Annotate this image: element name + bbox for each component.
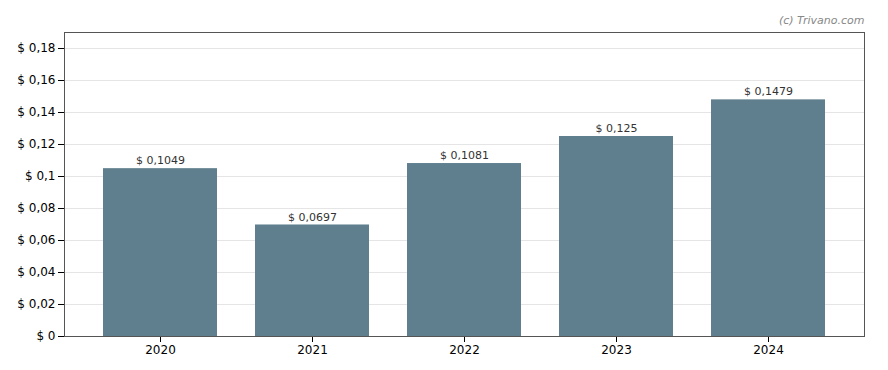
svg-text:$ 0,02: $ 0,02: [17, 297, 55, 311]
svg-text:$ 0,1049: $ 0,1049: [136, 154, 185, 167]
svg-text:$ 0,1479: $ 0,1479: [744, 85, 793, 98]
svg-text:$ 0,08: $ 0,08: [17, 201, 55, 215]
svg-text:2021: 2021: [297, 343, 328, 357]
svg-text:$ 0,12: $ 0,12: [17, 137, 55, 151]
svg-text:2024: 2024: [753, 343, 784, 357]
svg-text:$ 0,18: $ 0,18: [17, 41, 55, 55]
svg-text:2023: 2023: [601, 343, 632, 357]
svg-text:$ 0,16: $ 0,16: [17, 73, 55, 87]
svg-text:$ 0,1: $ 0,1: [25, 169, 56, 183]
svg-text:$ 0,04: $ 0,04: [17, 265, 55, 279]
svg-text:2020: 2020: [145, 343, 176, 357]
svg-text:$ 0,0697: $ 0,0697: [288, 211, 337, 224]
svg-text:$ 0,125: $ 0,125: [596, 122, 638, 135]
svg-text:$ 0: $ 0: [36, 329, 55, 343]
svg-text:$ 0,06: $ 0,06: [17, 233, 55, 247]
svg-text:(c) Trivano.com: (c) Trivano.com: [779, 14, 865, 27]
svg-text:$ 0,1081: $ 0,1081: [440, 149, 489, 162]
svg-text:$ 0,14: $ 0,14: [17, 105, 55, 119]
svg-text:2022: 2022: [449, 343, 480, 357]
